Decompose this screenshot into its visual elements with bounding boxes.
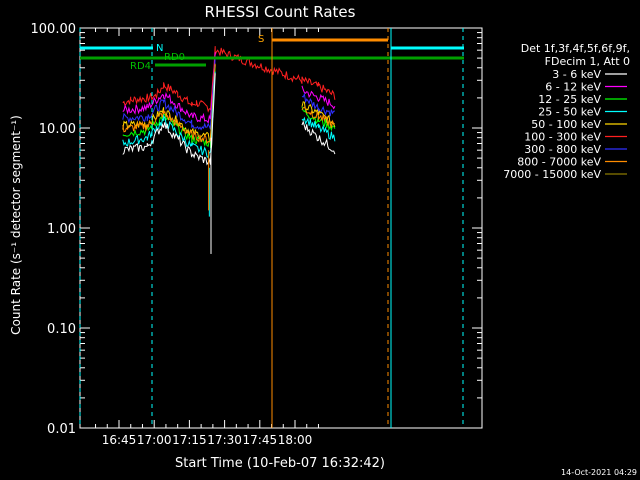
y-tick-label: 0.01 bbox=[47, 422, 76, 437]
legend: Det 1f,3f,4f,5f,6f,9f,FDecim 1, Att 03 -… bbox=[503, 42, 630, 181]
count-rate-curve bbox=[301, 116, 336, 142]
count-rate-curve bbox=[301, 85, 336, 110]
count-rate-curve bbox=[122, 52, 216, 124]
state-annotation: S bbox=[258, 34, 264, 45]
y-tick-label: 0.10 bbox=[47, 322, 76, 337]
x-tick-label: 16:45 bbox=[102, 433, 137, 447]
count-rate-curve bbox=[301, 101, 336, 128]
count-rate-curve bbox=[122, 57, 216, 131]
legend-entry-label: 50 - 100 keV bbox=[531, 118, 601, 131]
legend-header: Det 1f,3f,4f,5f,6f,9f, bbox=[521, 42, 630, 55]
state-annotation: RD0 bbox=[164, 52, 185, 63]
plot-border bbox=[79, 27, 483, 429]
count-rate-curve bbox=[301, 120, 336, 155]
count-rate-curve bbox=[122, 71, 216, 159]
x-axis-label: Start Time (10-Feb-07 16:32:42) bbox=[175, 456, 385, 471]
legend-entry-label: 800 - 7000 keV bbox=[517, 156, 601, 169]
x-tick-label: 17:30 bbox=[207, 433, 242, 447]
timestamp: 14-Oct-2021 04:29 bbox=[561, 468, 637, 477]
legend-header: FDecim 1, Att 0 bbox=[545, 55, 630, 68]
legend-entry-label: 100 - 300 keV bbox=[524, 131, 601, 144]
legend-entry-label: 6 - 12 keV bbox=[545, 81, 601, 94]
y-axis-label: Count Rate (s⁻¹ detector segment⁻¹) bbox=[9, 115, 23, 335]
count-rate-curve bbox=[122, 73, 216, 166]
x-tick-label: 17:00 bbox=[137, 433, 172, 447]
count-rate-curve bbox=[301, 92, 335, 117]
count-rate-curve bbox=[301, 106, 336, 128]
chart-title: RHESSI Count Rates bbox=[205, 3, 356, 21]
count-rate-curve bbox=[122, 46, 336, 113]
x-tick-label: 17:45 bbox=[243, 433, 278, 447]
legend-entry-label: 25 - 50 keV bbox=[538, 106, 601, 119]
legend-entry-label: 300 - 800 keV bbox=[524, 143, 601, 156]
legend-entry-label: 7000 - 15000 keV bbox=[503, 168, 601, 181]
plot-frame: 16:45 17:00 17:15 17:30 17:45 18:00 0.01 0.10 1.… bbox=[31, 22, 483, 447]
y-axis-label-group: Count Rate (s⁻¹ detector segment⁻¹) bbox=[9, 115, 23, 335]
count-rate-curve bbox=[122, 63, 216, 145]
legend-entry-label: 3 - 6 keV bbox=[552, 68, 601, 81]
legend-entry-label: 12 - 25 keV bbox=[538, 93, 601, 106]
x-tick-label: 17:15 bbox=[172, 433, 207, 447]
state-annotation: RD4 bbox=[130, 61, 151, 72]
y-tick-label: 100.00 bbox=[31, 22, 77, 37]
y-tick-label: 10.00 bbox=[39, 122, 76, 137]
y-tick-label: 1.00 bbox=[47, 222, 76, 237]
state-annotation: N bbox=[156, 43, 163, 54]
x-tick-label: 18:00 bbox=[278, 433, 313, 447]
